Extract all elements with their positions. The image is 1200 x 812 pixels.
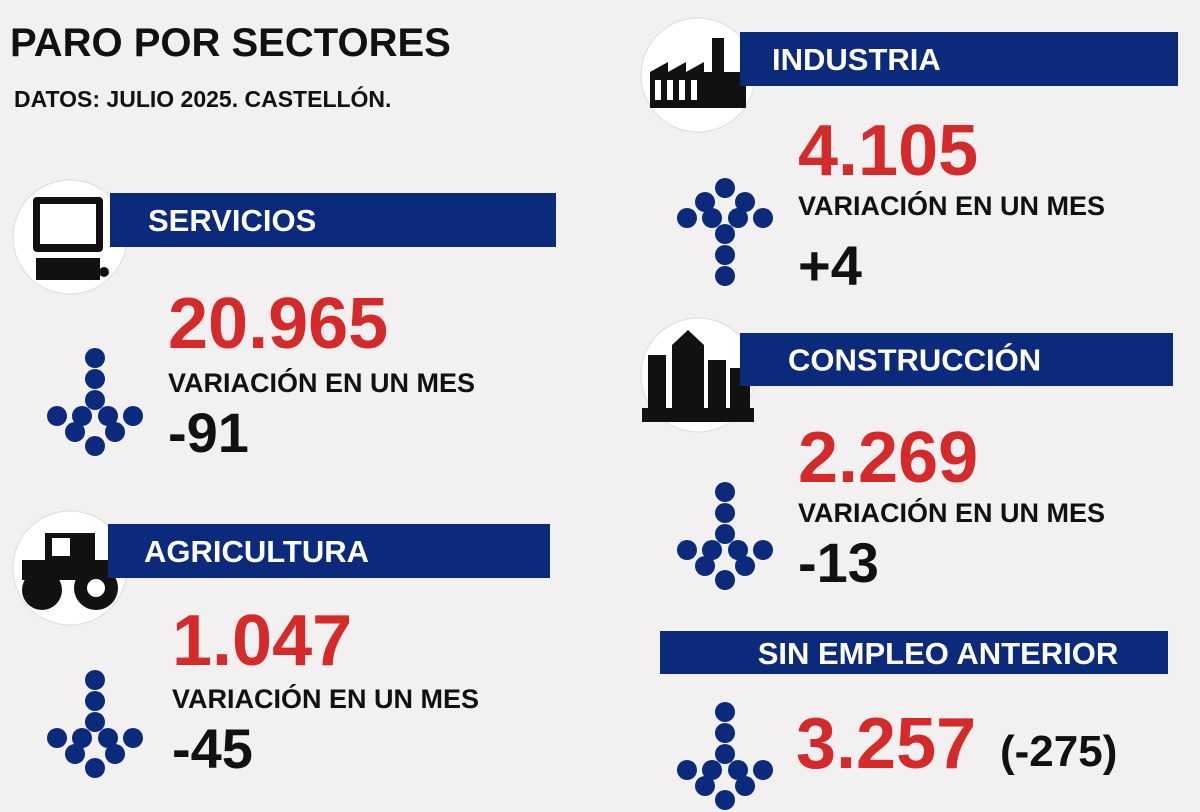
arrow-dot: [715, 524, 735, 544]
sector-name: INDUSTRIA: [772, 42, 941, 77]
sector-banner: [660, 631, 1168, 674]
arrow-dot: [728, 208, 748, 228]
arrow-dot: [105, 744, 125, 764]
arrow-dot: [695, 556, 715, 576]
variation-label: VARIACIÓN EN UN MES: [798, 497, 1105, 528]
arrow-dot: [715, 723, 735, 743]
arrow-dot: [715, 790, 735, 810]
sector-name: SERVICIOS: [148, 203, 316, 238]
arrow-dot: [702, 760, 722, 780]
arrow-dot: [753, 208, 773, 228]
icon-factory: [640, 17, 756, 133]
sector-name: AGRICULTURA: [144, 534, 369, 569]
arrow-dot: [715, 744, 735, 764]
variation-label: VARIACIÓN EN UN MES: [798, 190, 1105, 221]
arrow-dot: [735, 776, 755, 796]
variation-label: VARIACIÓN EN UN MES: [172, 683, 479, 714]
arrow-dot: [105, 422, 125, 442]
arrow-dot: [753, 540, 773, 560]
arrow-dot: [65, 422, 85, 442]
arrow-dot: [728, 540, 748, 560]
sector-value: 20.965: [168, 284, 388, 364]
arrow-dot: [85, 390, 105, 410]
title: PARO POR SECTORES: [10, 21, 451, 65]
arrow-dot: [702, 540, 722, 560]
arrow-dot: [728, 760, 748, 780]
arrow-dot: [735, 556, 755, 576]
arrow-dot: [702, 208, 722, 228]
variation-value: +4: [798, 234, 862, 297]
arrow-dot: [677, 760, 697, 780]
arrow-dot: [85, 670, 105, 690]
variation-value: -45: [172, 717, 253, 780]
icon-buildings: [640, 317, 756, 433]
arrow-dot: [123, 728, 143, 748]
arrow-dot: [123, 406, 143, 426]
arrow-dot: [753, 760, 773, 780]
sector-value: 2.269: [798, 418, 978, 498]
arrow-dot: [715, 702, 735, 722]
arrow-dot: [715, 570, 735, 590]
arrow-dot: [72, 406, 92, 426]
arrow-dot: [677, 208, 697, 228]
subtitle: DATOS: JULIO 2025. CASTELLÓN.: [14, 85, 391, 112]
arrow-dot: [715, 178, 735, 198]
sector-banner: [740, 32, 1178, 86]
variation-value: (-275): [1000, 727, 1117, 776]
arrow-dot: [85, 436, 105, 456]
sector-value: 3.257: [796, 704, 976, 784]
arrow-dot: [72, 728, 92, 748]
arrow-dot: [47, 406, 67, 426]
arrow-dot: [695, 776, 715, 796]
arrow-dot: [85, 348, 105, 368]
sector-banner: [740, 333, 1173, 386]
icon-computer: [12, 179, 128, 295]
variation-label: VARIACIÓN EN UN MES: [168, 367, 475, 398]
arrow-dot: [85, 369, 105, 389]
arrow-dot: [98, 406, 118, 426]
arrow-dot: [695, 192, 715, 212]
icon-tractor: [12, 510, 128, 626]
arrow-dot: [85, 712, 105, 732]
sector-value: 4.105: [798, 111, 978, 191]
sector-name: SIN EMPLEO ANTERIOR: [758, 636, 1119, 671]
arrow-dot: [715, 503, 735, 523]
arrow-dot: [85, 691, 105, 711]
arrow-dot: [47, 728, 67, 748]
arrow-dot: [677, 540, 697, 560]
arrow-dot: [85, 758, 105, 778]
arrow-dot: [715, 266, 735, 286]
arrow-dot: [65, 744, 85, 764]
variation-value: -13: [798, 531, 879, 594]
sector-name: CONSTRUCCIÓN: [788, 342, 1041, 378]
sector-value: 1.047: [172, 601, 352, 681]
sector-banner: [108, 524, 550, 578]
arrow-dot: [735, 192, 755, 212]
arrow-dot: [715, 224, 735, 244]
arrow-dot: [715, 245, 735, 265]
variation-value: -91: [168, 401, 249, 464]
arrow-dot: [98, 728, 118, 748]
sector-banner: [110, 193, 556, 247]
arrow-dot: [715, 482, 735, 502]
